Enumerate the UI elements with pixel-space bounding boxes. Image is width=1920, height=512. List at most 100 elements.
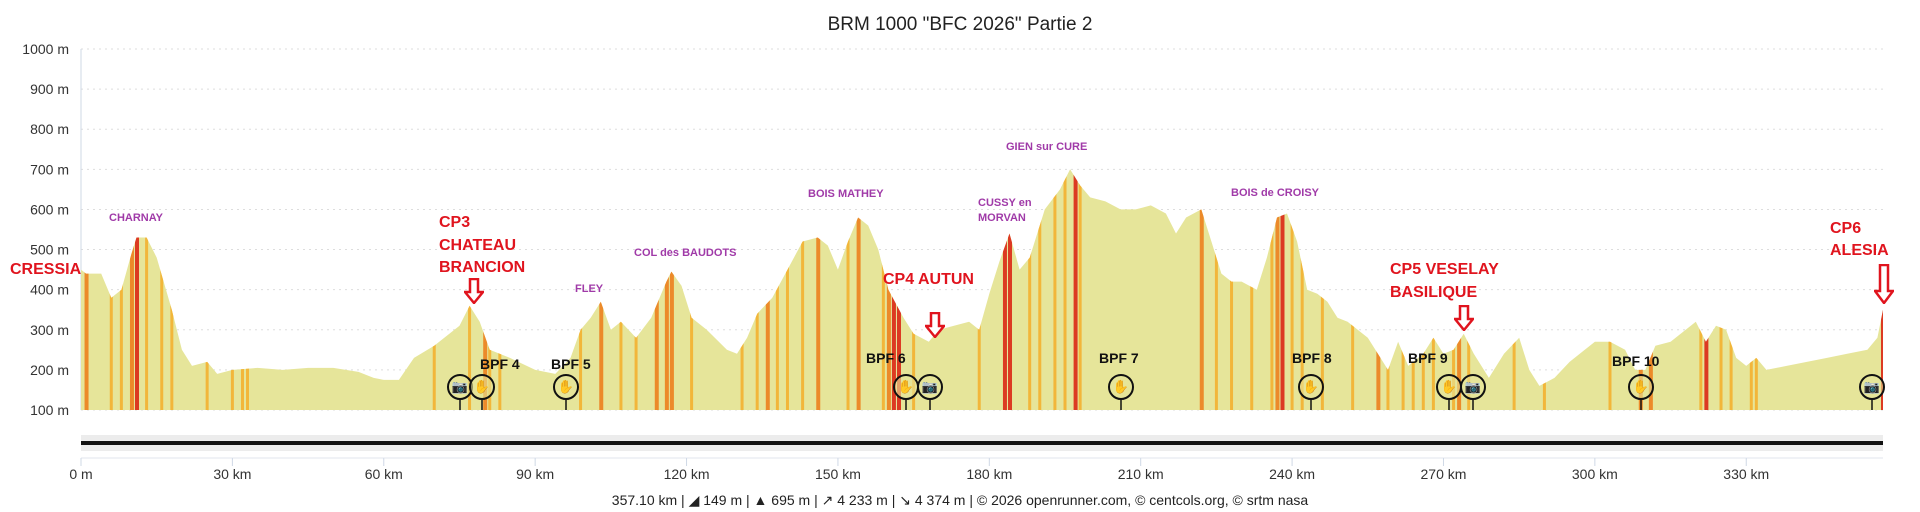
steep-segment xyxy=(1704,169,1709,410)
y-tick-label: 900 m xyxy=(30,81,69,97)
steep-segment xyxy=(1401,169,1405,410)
steep-segment xyxy=(1028,169,1032,410)
place-label: GIEN sur CURE xyxy=(1006,141,1088,153)
x-tick-label: 270 km xyxy=(1421,466,1467,482)
control-label: BRANCION xyxy=(439,259,526,276)
steep-segment xyxy=(599,169,604,410)
steep-segment xyxy=(1467,169,1471,410)
steep-segment xyxy=(1719,169,1723,410)
control-label: CP5 VESELAY xyxy=(1390,261,1499,278)
down-arrow-icon xyxy=(1454,305,1474,331)
x-tick-label: 90 km xyxy=(516,466,554,482)
steep-segment xyxy=(432,169,436,410)
steep-segment xyxy=(775,169,779,410)
steep-segment xyxy=(1270,169,1274,410)
y-tick-label: 100 m xyxy=(30,402,69,418)
steep-segment xyxy=(664,169,669,410)
steep-segment xyxy=(109,169,113,410)
steep-segment xyxy=(881,169,885,410)
steep-segment xyxy=(1230,169,1234,410)
bpf-label: BPF 10 xyxy=(1612,353,1660,369)
steep-segment xyxy=(1542,169,1546,410)
x-tick-label: 150 km xyxy=(815,466,861,482)
bpf-label: BPF 5 xyxy=(551,356,591,372)
x-tick-label: 0 m xyxy=(69,466,92,482)
hand-marker-icon[interactable]: ✋ xyxy=(553,374,579,400)
control-label: CHATEAU xyxy=(439,237,517,254)
steep-segment xyxy=(1386,169,1390,410)
steep-segment xyxy=(846,169,850,410)
steep-segment xyxy=(1512,169,1516,410)
x-tick-label: 120 km xyxy=(664,466,710,482)
steep-segment xyxy=(205,169,209,410)
y-tick-label: 300 m xyxy=(30,322,69,338)
control-label: BASILIQUE xyxy=(1390,284,1478,301)
control-label: CRESSIA xyxy=(10,261,82,278)
steep-segment xyxy=(246,169,250,410)
steep-segment xyxy=(240,169,244,410)
steep-segment xyxy=(1199,169,1204,410)
steep-segment xyxy=(801,169,805,410)
hand-marker-icon[interactable]: ✋ xyxy=(1436,374,1462,400)
place-label: BOIS de CROISY xyxy=(1231,187,1320,199)
down-arrow-icon xyxy=(464,278,484,304)
steep-segment xyxy=(654,169,659,410)
steep-segment xyxy=(1300,169,1304,410)
steep-segment xyxy=(634,169,638,410)
steep-segment xyxy=(1699,169,1703,410)
place-label: CHARNAY xyxy=(109,212,163,224)
x-tick-label: 330 km xyxy=(1723,466,1769,482)
control-label: CP3 xyxy=(439,214,471,231)
camera-marker-icon[interactable]: 📷 xyxy=(917,374,943,400)
control-label: CP4 AUTUN xyxy=(883,271,974,288)
steep-segment xyxy=(135,169,140,410)
place-label: COL des BAUDOTS xyxy=(634,247,737,259)
steep-segment xyxy=(1376,169,1381,410)
y-tick-label: 400 m xyxy=(30,282,69,298)
x-tick-label: 240 km xyxy=(1269,466,1315,482)
y-tick-label: 200 m xyxy=(30,362,69,378)
hand-marker-icon[interactable]: ✋ xyxy=(1298,374,1324,400)
steep-segment xyxy=(1729,169,1733,410)
hand-marker-icon[interactable]: ✋ xyxy=(469,374,495,400)
range-scrollbar[interactable] xyxy=(81,435,1883,451)
steep-segment xyxy=(129,169,134,410)
camera-marker-icon[interactable]: 📷 xyxy=(1460,374,1486,400)
steep-segment xyxy=(1749,169,1753,410)
steep-segment xyxy=(1280,169,1285,410)
steep-segment xyxy=(1351,169,1355,410)
place-label: FLEY xyxy=(575,283,604,295)
steep-segment xyxy=(1214,169,1218,410)
bpf-label: BPF 7 xyxy=(1099,350,1139,366)
steep-segment xyxy=(1452,169,1456,410)
steep-segment xyxy=(1002,169,1007,410)
steep-segment xyxy=(1073,169,1078,410)
steep-segment xyxy=(977,169,981,410)
down-arrow-icon xyxy=(925,312,945,338)
steep-segment xyxy=(119,169,123,410)
range-track[interactable] xyxy=(81,441,1883,445)
y-tick-label: 500 m xyxy=(30,242,69,258)
hand-marker-icon[interactable]: ✋ xyxy=(893,374,919,400)
bpf-label: BPF 4 xyxy=(480,356,520,372)
steep-segment xyxy=(619,169,623,410)
steep-segment xyxy=(669,169,674,410)
steep-segment xyxy=(740,169,744,410)
steep-segment xyxy=(1290,169,1294,410)
steep-segment xyxy=(1078,169,1082,410)
camera-marker-icon[interactable]: 📷 xyxy=(447,374,473,400)
steep-segment xyxy=(1053,169,1057,410)
x-tick-label: 180 km xyxy=(966,466,1012,482)
y-tick-label: 700 m xyxy=(30,161,69,177)
camera-marker-icon[interactable]: 📷 xyxy=(1859,374,1885,400)
steep-segment xyxy=(765,169,770,410)
place-label: MORVAN xyxy=(978,212,1026,224)
steep-segment xyxy=(690,169,694,410)
control-label: ALESIA xyxy=(1830,242,1889,259)
steep-segment xyxy=(170,169,174,410)
control-label: CP6 xyxy=(1830,220,1862,237)
hand-marker-icon[interactable]: ✋ xyxy=(1628,374,1654,400)
steep-segment xyxy=(856,169,861,410)
hand-marker-icon[interactable]: ✋ xyxy=(1108,374,1134,400)
